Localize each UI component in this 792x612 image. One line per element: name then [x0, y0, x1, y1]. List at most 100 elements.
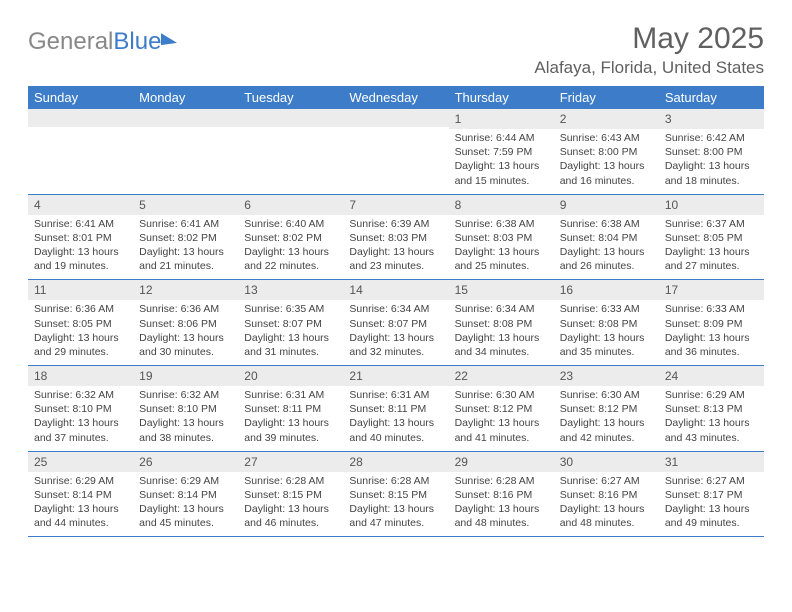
day-cell: 21Sunrise: 6:31 AMSunset: 8:11 PMDayligh… — [343, 366, 448, 452]
day-line: Sunrise: 6:41 AM — [34, 217, 127, 231]
day-line: and 34 minutes. — [455, 345, 548, 359]
day-line: Sunrise: 6:28 AM — [455, 474, 548, 488]
day-content — [28, 127, 133, 181]
day-line: and 44 minutes. — [34, 516, 127, 530]
day-line: Sunset: 8:04 PM — [560, 231, 653, 245]
day-cell: 24Sunrise: 6:29 AMSunset: 8:13 PMDayligh… — [659, 366, 764, 452]
day-number: 10 — [659, 195, 764, 215]
day-line: Sunset: 8:15 PM — [244, 488, 337, 502]
day-number: 28 — [343, 452, 448, 472]
day-line: and 15 minutes. — [455, 174, 548, 188]
day-cell — [133, 109, 238, 194]
week-row: 25Sunrise: 6:29 AMSunset: 8:14 PMDayligh… — [28, 451, 764, 537]
day-line: Daylight: 13 hours — [244, 502, 337, 516]
day-line: Sunrise: 6:41 AM — [139, 217, 232, 231]
day-cell: 22Sunrise: 6:30 AMSunset: 8:12 PMDayligh… — [449, 366, 554, 452]
day-cell: 11Sunrise: 6:36 AMSunset: 8:05 PMDayligh… — [28, 280, 133, 366]
day-line: Sunrise: 6:27 AM — [560, 474, 653, 488]
day-line: Sunrise: 6:27 AM — [665, 474, 758, 488]
day-line: Sunset: 8:07 PM — [244, 317, 337, 331]
day-line: and 43 minutes. — [665, 431, 758, 445]
day-number: 27 — [238, 452, 343, 472]
day-number: 18 — [28, 366, 133, 386]
day-number — [28, 109, 133, 127]
day-line: Sunset: 8:02 PM — [244, 231, 337, 245]
day-cell — [28, 109, 133, 194]
weekday-header: Monday — [133, 86, 238, 109]
day-line: and 39 minutes. — [244, 431, 337, 445]
day-line: Sunset: 8:11 PM — [244, 402, 337, 416]
day-line: and 42 minutes. — [560, 431, 653, 445]
day-line: Sunrise: 6:42 AM — [665, 131, 758, 145]
day-content: Sunrise: 6:29 AMSunset: 8:14 PMDaylight:… — [133, 472, 238, 537]
day-content: Sunrise: 6:27 AMSunset: 8:17 PMDaylight:… — [659, 472, 764, 537]
brand-part-2: Blue — [113, 28, 161, 55]
day-line: Daylight: 13 hours — [34, 416, 127, 430]
day-line: and 19 minutes. — [34, 259, 127, 273]
day-line: and 41 minutes. — [455, 431, 548, 445]
day-line: Sunrise: 6:29 AM — [665, 388, 758, 402]
day-line: Sunset: 8:03 PM — [455, 231, 548, 245]
day-line: Sunset: 8:00 PM — [665, 145, 758, 159]
day-line: Sunset: 8:12 PM — [455, 402, 548, 416]
day-line: and 30 minutes. — [139, 345, 232, 359]
day-line: Sunrise: 6:29 AM — [34, 474, 127, 488]
day-cell: 17Sunrise: 6:33 AMSunset: 8:09 PMDayligh… — [659, 280, 764, 366]
day-number: 14 — [343, 280, 448, 300]
day-line: Sunrise: 6:33 AM — [560, 302, 653, 316]
day-line: and 49 minutes. — [665, 516, 758, 530]
day-line: and 29 minutes. — [34, 345, 127, 359]
day-content: Sunrise: 6:32 AMSunset: 8:10 PMDaylight:… — [28, 386, 133, 451]
day-line: Sunrise: 6:32 AM — [139, 388, 232, 402]
day-line: and 26 minutes. — [560, 259, 653, 273]
day-line: Sunrise: 6:30 AM — [455, 388, 548, 402]
day-cell: 13Sunrise: 6:35 AMSunset: 8:07 PMDayligh… — [238, 280, 343, 366]
day-number: 23 — [554, 366, 659, 386]
day-content: Sunrise: 6:35 AMSunset: 8:07 PMDaylight:… — [238, 300, 343, 365]
day-number: 26 — [133, 452, 238, 472]
day-content: Sunrise: 6:38 AMSunset: 8:04 PMDaylight:… — [554, 215, 659, 280]
day-line: Daylight: 13 hours — [139, 331, 232, 345]
day-content: Sunrise: 6:29 AMSunset: 8:13 PMDaylight:… — [659, 386, 764, 451]
day-line: Sunrise: 6:35 AM — [244, 302, 337, 316]
day-line: and 47 minutes. — [349, 516, 442, 530]
day-line: and 46 minutes. — [244, 516, 337, 530]
day-number: 29 — [449, 452, 554, 472]
day-cell — [343, 109, 448, 194]
day-line: Daylight: 13 hours — [349, 416, 442, 430]
day-cell: 19Sunrise: 6:32 AMSunset: 8:10 PMDayligh… — [133, 366, 238, 452]
day-line: and 37 minutes. — [34, 431, 127, 445]
day-content: Sunrise: 6:39 AMSunset: 8:03 PMDaylight:… — [343, 215, 448, 280]
day-line: Sunset: 8:10 PM — [139, 402, 232, 416]
day-cell — [238, 109, 343, 194]
day-line: Sunset: 8:14 PM — [34, 488, 127, 502]
day-cell: 27Sunrise: 6:28 AMSunset: 8:15 PMDayligh… — [238, 451, 343, 537]
day-content: Sunrise: 6:34 AMSunset: 8:08 PMDaylight:… — [449, 300, 554, 365]
day-number: 12 — [133, 280, 238, 300]
day-line: Sunset: 8:01 PM — [34, 231, 127, 245]
day-content: Sunrise: 6:28 AMSunset: 8:16 PMDaylight:… — [449, 472, 554, 537]
day-content — [133, 127, 238, 181]
day-line: Daylight: 13 hours — [665, 159, 758, 173]
day-line: Sunrise: 6:38 AM — [455, 217, 548, 231]
day-line: Sunrise: 6:43 AM — [560, 131, 653, 145]
day-content: Sunrise: 6:40 AMSunset: 8:02 PMDaylight:… — [238, 215, 343, 280]
day-line: Daylight: 13 hours — [349, 245, 442, 259]
day-content: Sunrise: 6:28 AMSunset: 8:15 PMDaylight:… — [343, 472, 448, 537]
day-cell: 14Sunrise: 6:34 AMSunset: 8:07 PMDayligh… — [343, 280, 448, 366]
day-number: 2 — [554, 109, 659, 129]
day-line: Daylight: 13 hours — [349, 331, 442, 345]
brand-part-1: General — [28, 28, 113, 55]
day-line: Daylight: 13 hours — [349, 502, 442, 516]
day-line: Sunset: 8:05 PM — [34, 317, 127, 331]
day-cell: 5Sunrise: 6:41 AMSunset: 8:02 PMDaylight… — [133, 194, 238, 280]
week-row: 18Sunrise: 6:32 AMSunset: 8:10 PMDayligh… — [28, 366, 764, 452]
day-cell: 1Sunrise: 6:44 AMSunset: 7:59 PMDaylight… — [449, 109, 554, 194]
day-line: and 48 minutes. — [455, 516, 548, 530]
day-cell: 31Sunrise: 6:27 AMSunset: 8:17 PMDayligh… — [659, 451, 764, 537]
day-cell: 25Sunrise: 6:29 AMSunset: 8:14 PMDayligh… — [28, 451, 133, 537]
day-number — [343, 109, 448, 127]
day-number — [238, 109, 343, 127]
day-cell: 6Sunrise: 6:40 AMSunset: 8:02 PMDaylight… — [238, 194, 343, 280]
location-label: Alafaya, Florida, United States — [534, 58, 764, 78]
